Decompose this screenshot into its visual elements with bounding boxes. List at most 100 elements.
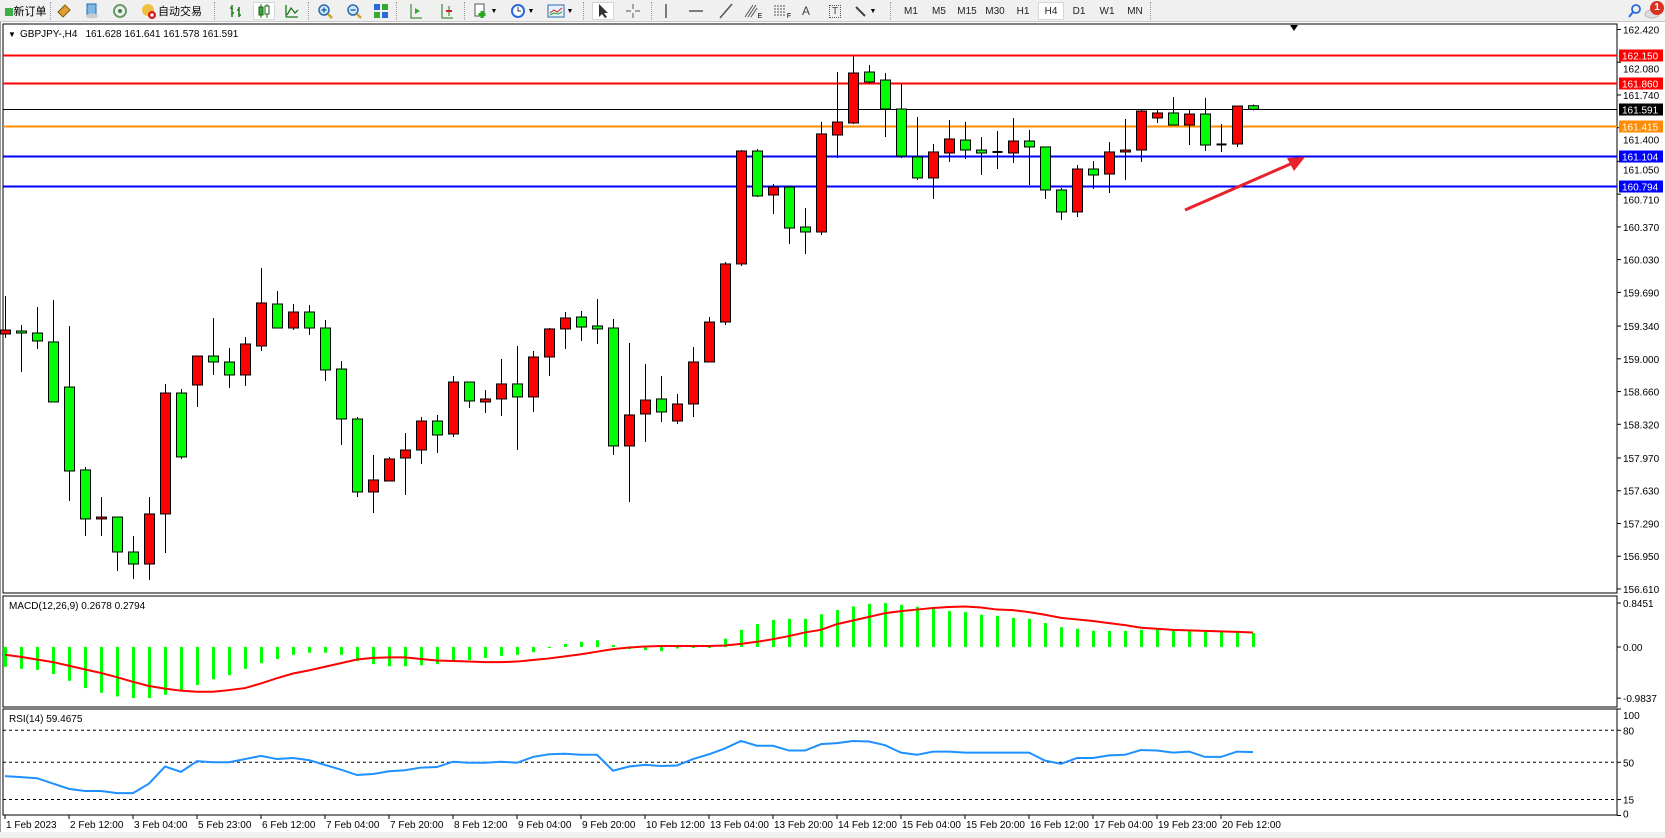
- timeframe-m30[interactable]: M30: [985, 5, 1005, 17]
- chart-menu-triangle-icon[interactable]: ▼: [8, 30, 16, 39]
- candle[interactable]: [1216, 124, 1227, 152]
- timeframe-d1[interactable]: D1: [1072, 5, 1086, 17]
- crosshair-button[interactable]: [623, 2, 643, 20]
- candle[interactable]: [656, 375, 667, 422]
- signals-button[interactable]: [110, 2, 130, 20]
- candle[interactable]: [768, 184, 779, 214]
- candle[interactable]: [272, 291, 283, 329]
- candle[interactable]: [480, 390, 491, 414]
- text-button[interactable]: A: [796, 2, 816, 20]
- candlestick-button[interactable]: [253, 2, 275, 20]
- candle[interactable]: [1088, 161, 1099, 190]
- candle[interactable]: [496, 359, 507, 417]
- candle[interactable]: [256, 268, 267, 352]
- candle[interactable]: [544, 327, 555, 376]
- line-chart-button[interactable]: [282, 2, 302, 20]
- candle[interactable]: [1056, 187, 1067, 220]
- candle[interactable]: [608, 318, 619, 456]
- candle[interactable]: [800, 208, 811, 255]
- vertical-line-button[interactable]: [656, 2, 676, 20]
- candle[interactable]: [512, 346, 523, 451]
- zoom-out-button[interactable]: [344, 2, 364, 20]
- candle[interactable]: [880, 72, 891, 138]
- candle[interactable]: [720, 262, 731, 326]
- candle[interactable]: [560, 312, 571, 349]
- candle[interactable]: [592, 299, 603, 344]
- candle[interactable]: [464, 381, 475, 409]
- zoom-in-button[interactable]: [315, 2, 335, 20]
- candle[interactable]: [1072, 164, 1083, 217]
- candle[interactable]: [848, 55, 859, 125]
- candle[interactable]: [448, 375, 459, 438]
- annotation-arrow-line[interactable]: [1184, 160, 1296, 212]
- candle[interactable]: [304, 304, 315, 336]
- candle[interactable]: [832, 72, 843, 159]
- candle[interactable]: [912, 117, 923, 180]
- candle[interactable]: [1248, 104, 1259, 111]
- timeframe-mn[interactable]: MN: [1127, 5, 1143, 17]
- candle[interactable]: [1200, 97, 1211, 151]
- fibonacci-channel-button[interactable]: E: [742, 2, 764, 20]
- horizontal-line-button[interactable]: [686, 2, 706, 20]
- candle[interactable]: [176, 388, 187, 459]
- candle[interactable]: [144, 497, 155, 580]
- candle[interactable]: [384, 456, 395, 482]
- candle[interactable]: [640, 364, 651, 443]
- tile-windows-button[interactable]: [371, 2, 391, 20]
- candle[interactable]: [48, 299, 59, 403]
- timeframe-m1[interactable]: M1: [904, 5, 918, 17]
- candle[interactable]: [80, 466, 91, 537]
- candle[interactable]: [1232, 105, 1243, 147]
- chart-shift-marker[interactable]: [1290, 25, 1298, 31]
- bar-chart-button[interactable]: [226, 2, 246, 20]
- candle[interactable]: [240, 336, 251, 386]
- arrows-button[interactable]: ▼: [850, 2, 880, 20]
- candle[interactable]: [160, 383, 171, 553]
- periods-button[interactable]: ▼: [507, 2, 537, 20]
- candle[interactable]: [992, 130, 1003, 170]
- candle[interactable]: [128, 536, 139, 579]
- auto-scroll-button[interactable]: [437, 2, 457, 20]
- chart-shift-button[interactable]: [406, 2, 426, 20]
- candle[interactable]: [688, 346, 699, 417]
- new-order-button[interactable]: 新订单: [2, 2, 48, 20]
- auto-trading-button[interactable]: 自动交易: [134, 2, 208, 20]
- search-button[interactable]: [1625, 2, 1643, 20]
- timeframe-m15[interactable]: M15: [957, 5, 977, 17]
- candle[interactable]: [784, 186, 795, 245]
- fibonacci-retracement-button[interactable]: F: [771, 2, 793, 20]
- candle[interactable]: [944, 119, 955, 162]
- candle[interactable]: [528, 351, 539, 412]
- candle[interactable]: [432, 414, 443, 453]
- candle[interactable]: [1008, 117, 1019, 164]
- indicators-button[interactable]: ▼: [470, 2, 500, 20]
- candle[interactable]: [288, 304, 299, 331]
- candle[interactable]: [112, 516, 123, 571]
- candle[interactable]: [1136, 109, 1147, 162]
- candle[interactable]: [16, 325, 27, 373]
- candle[interactable]: [752, 148, 763, 198]
- candle[interactable]: [1152, 109, 1163, 123]
- market-watch-button[interactable]: [82, 2, 102, 20]
- candle[interactable]: [416, 416, 427, 464]
- candle[interactable]: [704, 317, 715, 363]
- templates-button[interactable]: ▼: [545, 2, 575, 20]
- candle[interactable]: [320, 320, 331, 381]
- candle[interactable]: [736, 150, 747, 266]
- candle[interactable]: [816, 122, 827, 235]
- candle[interactable]: [0, 296, 11, 339]
- candle[interactable]: [960, 122, 971, 159]
- candle[interactable]: [928, 143, 939, 199]
- timeframe-m5[interactable]: M5: [932, 5, 946, 17]
- candle[interactable]: [624, 343, 635, 503]
- candle[interactable]: [64, 325, 75, 501]
- candle[interactable]: [96, 497, 107, 537]
- candle[interactable]: [368, 455, 379, 513]
- cursor-button[interactable]: [592, 2, 614, 20]
- candle[interactable]: [192, 355, 203, 407]
- timeframe-w1[interactable]: W1: [1099, 5, 1115, 17]
- annotation-arrow-head[interactable]: [1287, 157, 1305, 171]
- trendline-button[interactable]: [716, 2, 736, 20]
- candle[interactable]: [576, 310, 587, 341]
- candle[interactable]: [1104, 142, 1115, 193]
